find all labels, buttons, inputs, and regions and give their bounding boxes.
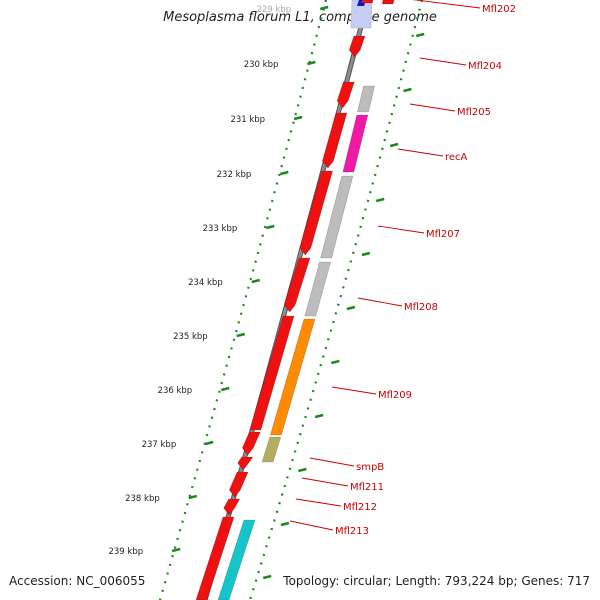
- gene-label-line: [419, 57, 467, 66]
- gene-block: [241, 431, 261, 456]
- gene-block: [228, 471, 249, 498]
- scale-tick: [220, 386, 230, 392]
- scale-tick: [279, 170, 289, 176]
- gene-label: Mfl211: [350, 482, 384, 493]
- gene-block: [320, 175, 354, 259]
- gene-block: [270, 318, 316, 436]
- gene-block: [217, 519, 256, 600]
- scale-label: 233 kbp: [203, 224, 238, 234]
- scale-tick-right: [403, 87, 412, 93]
- gene-label: Mfl202: [482, 4, 516, 15]
- gene-block: [360, 0, 374, 4]
- gene-label: recA: [445, 152, 468, 163]
- gene-label-line: [309, 457, 355, 467]
- scale-tick-right: [331, 359, 340, 365]
- scale-tick-right: [415, 32, 425, 38]
- scale-tick-right: [314, 413, 324, 419]
- gene-label-line: [331, 386, 377, 395]
- gene-label-line: [409, 103, 456, 112]
- scale-label: 234 kbp: [188, 278, 223, 288]
- scale-tick-right: [361, 251, 371, 257]
- gene-block: [348, 35, 366, 58]
- gene-label-line: [357, 297, 403, 307]
- gene-label-line: [301, 477, 349, 487]
- gene-label: Mfl209: [378, 390, 412, 401]
- scale-tick: [293, 115, 303, 121]
- gene-block: [304, 261, 331, 317]
- scale-tick-right: [375, 197, 385, 203]
- gene-block: [299, 170, 333, 256]
- scale-tick-right: [262, 574, 272, 580]
- gene-block: [381, 0, 395, 5]
- gene-block: [249, 315, 295, 431]
- right-scale-dots: [248, 0, 424, 600]
- gene-block: [336, 81, 355, 109]
- gene-label-line: [295, 498, 342, 507]
- gene-label: Mfl204: [468, 61, 502, 72]
- gene-label: Mfl205: [457, 107, 491, 118]
- scale-tick-right: [298, 467, 307, 473]
- gene-label-line: [289, 520, 334, 531]
- scale-label: 230 kbp: [244, 60, 279, 70]
- scale-tick-right: [280, 521, 290, 527]
- scale-label: 238 kbp: [125, 494, 160, 504]
- gene-label: Mfl207: [426, 229, 460, 240]
- scale-tick-right: [346, 305, 356, 311]
- scale-label: 235 kbp: [173, 332, 208, 342]
- gene-label: smpB: [356, 462, 384, 473]
- scale-label: 237 kbp: [142, 440, 177, 450]
- scale-tick-right: [389, 142, 399, 148]
- gene-label-line: [377, 225, 425, 234]
- scale-label: 239 kbp: [108, 547, 143, 557]
- accession-text: Accession: NC_006055: [9, 574, 146, 588]
- gene-block: [261, 436, 282, 463]
- genome-summary-text: Topology: circular; Length: 793,224 bp; …: [283, 574, 590, 588]
- gene-block: [322, 112, 348, 169]
- scale-label: 231 kbp: [230, 115, 265, 125]
- gene-label: Mfl213: [335, 526, 369, 537]
- gene-block: [195, 516, 235, 600]
- gene-label-line: [397, 148, 444, 157]
- gene-block: [223, 498, 241, 516]
- scale-label: 232 kbp: [217, 170, 252, 180]
- left-scale-dots: [158, 0, 328, 600]
- scale-tick: [171, 547, 181, 553]
- scale-tick: [319, 5, 329, 11]
- scale-tick: [251, 278, 261, 284]
- gene-block: [342, 114, 369, 173]
- gene-block: [237, 456, 254, 471]
- scale-label: 229 kbp: [257, 5, 292, 15]
- scale-tick: [204, 440, 214, 446]
- gene-label: Mfl212: [343, 502, 377, 513]
- gene-block: [357, 85, 375, 113]
- gene-block-pale: [350, 0, 373, 29]
- scale-tick: [188, 494, 198, 500]
- scale-tick: [265, 224, 275, 230]
- gene-label: Mfl208: [404, 302, 438, 313]
- scale-tick: [236, 332, 246, 338]
- gene-block: [283, 257, 311, 313]
- scale-label: 236 kbp: [158, 386, 193, 396]
- gene-label-line: [412, 0, 481, 9]
- scale-tick: [307, 60, 316, 66]
